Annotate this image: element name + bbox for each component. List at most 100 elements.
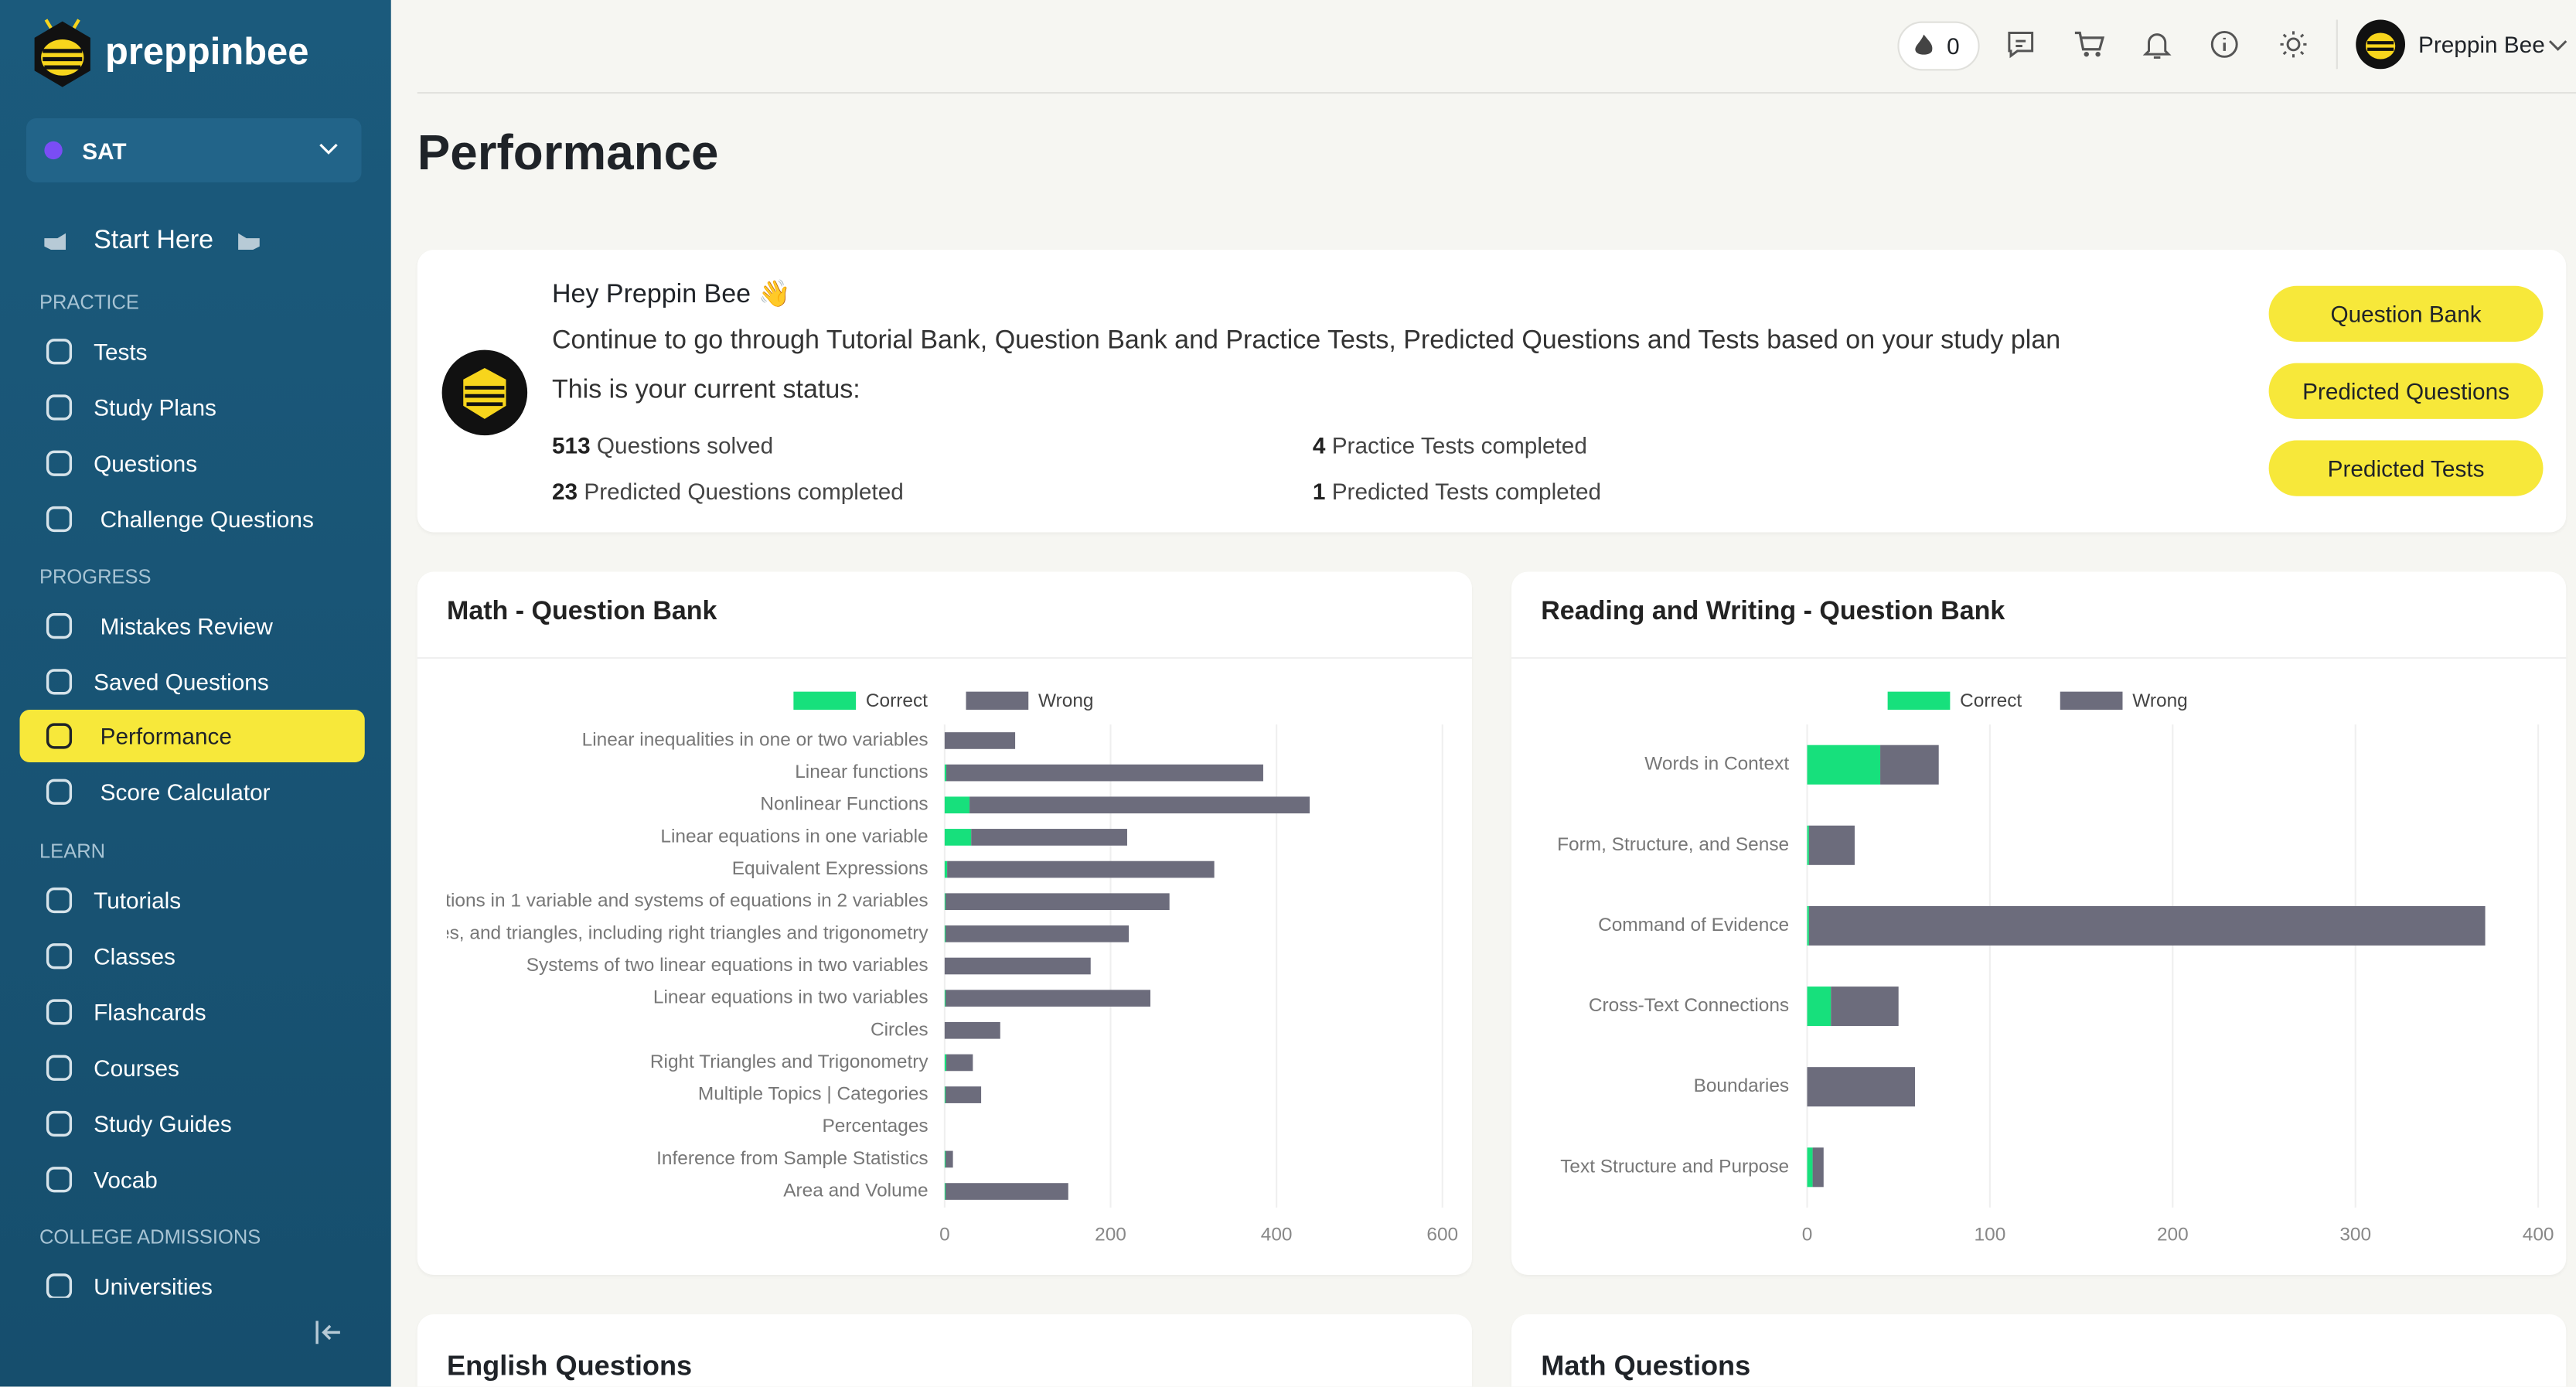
status-label: This is your current status: (552, 376, 860, 404)
bar (944, 893, 946, 911)
bar (946, 1054, 973, 1072)
nav-item[interactable]: Flashcards (20, 986, 365, 1038)
chart-title: Reading and Writing - Question Bank (1541, 598, 2005, 626)
nav-icon (46, 506, 73, 533)
bar (1812, 1147, 1824, 1188)
bar (946, 764, 1263, 782)
legend-swatch (2060, 691, 2123, 710)
icon-shape (46, 1167, 73, 1193)
legend-swatch (793, 691, 857, 710)
bar (971, 829, 1127, 846)
nav-item[interactable]: Universities (20, 1260, 365, 1298)
bar (1831, 987, 1899, 1027)
message: Continue to go through Tutorial Bank, Qu… (552, 326, 2061, 355)
nav-item[interactable]: Courses (20, 1041, 365, 1094)
bar (1807, 1147, 1813, 1188)
header-separator (2336, 19, 2338, 70)
nav: preppinbee SAT Start Here PRACTICE Tests S… (0, 0, 391, 1298)
nav-icon (46, 669, 73, 695)
chat-icon[interactable] (2005, 28, 2038, 61)
y-tick-label: Circles (871, 1019, 929, 1040)
brand: preppinbee (105, 29, 309, 73)
nav-label: Universities (94, 1273, 213, 1298)
theme-icon[interactable] (2277, 28, 2310, 61)
bar (945, 1150, 953, 1168)
bar (944, 925, 946, 942)
stat-value: 513 (552, 431, 591, 458)
nav-label: Tutorials (94, 887, 182, 914)
logo-icon (34, 19, 90, 87)
action-button[interactable]: Question Bank (2268, 285, 2544, 342)
nav-label: Saved Questions (94, 668, 269, 695)
bar (969, 796, 1310, 814)
bar (944, 764, 947, 782)
bar (945, 1086, 982, 1103)
y-tick-label: Command of Evidence (1598, 915, 1789, 935)
nav-icon (46, 887, 73, 914)
nav-icon (46, 613, 73, 639)
collapse-button[interactable] (314, 1319, 343, 1345)
nav-label: Challenge Questions (100, 506, 314, 533)
divider (417, 657, 1472, 659)
bar (1807, 905, 1809, 946)
stat-label: Predicted Tests completed (1331, 478, 1602, 505)
nav-item[interactable]: Score Calculator (20, 765, 365, 818)
exam-select[interactable]: SAT (26, 118, 362, 182)
nav-item[interactable]: Classes (20, 930, 365, 983)
exam-dot (44, 141, 63, 160)
legend-label: Wrong (2132, 690, 2188, 711)
nav-icon (46, 943, 73, 970)
nav-label: Mistakes Review (100, 612, 273, 639)
stat-value: 4 (1312, 431, 1326, 458)
exam-name: SAT (82, 138, 127, 165)
nav-item[interactable]: Study Guides (20, 1098, 365, 1150)
user-name[interactable]: Preppin Bee (2418, 31, 2545, 58)
bar (1807, 1067, 1915, 1107)
action-button[interactable]: Predicted Questions (2268, 363, 2544, 419)
nav-item[interactable]: Tests (20, 325, 365, 378)
start-here[interactable]: Start Here (94, 227, 214, 255)
action-button[interactable]: Predicted Tests (2268, 440, 2544, 496)
bar (945, 990, 1151, 1007)
math-card: Math Questions (1511, 1314, 2567, 1387)
stat: 23 Predicted Questions completed (552, 478, 904, 504)
chart: 0 100 200 300 400 Correct Wrong Words in Contex… (1557, 690, 2554, 1246)
nav-icon (46, 1273, 73, 1298)
card-title: English Questions (447, 1350, 693, 1382)
streak-count: 0 (1947, 32, 1960, 60)
nav-item[interactable]: Questions (20, 437, 365, 489)
nav-icon (46, 394, 73, 421)
nav-item[interactable]: Study Plans (20, 381, 365, 434)
y-tick-label: Linear functions (795, 762, 928, 782)
icon-shape (46, 779, 73, 805)
nav-item[interactable]: Vocab (20, 1154, 365, 1206)
bar (1807, 825, 1809, 865)
chevron (2548, 40, 2567, 51)
info-icon[interactable] (2208, 28, 2241, 61)
x-tick-label: 300 (2339, 1224, 2371, 1245)
header-divider (417, 92, 2576, 94)
nav-icon (46, 1167, 73, 1193)
chart: 0 200 400 600 Correct Wrong Linear inequalitie… (417, 690, 1458, 1246)
nav-item[interactable]: Performance (19, 710, 365, 762)
card-title: Math Questions (1541, 1350, 1751, 1382)
nav-item[interactable]: Mistakes Review (20, 600, 365, 653)
nav-item[interactable]: Tutorials (20, 874, 365, 927)
bar (947, 860, 1215, 878)
cart-icon[interactable] (2073, 28, 2107, 61)
bar (944, 796, 970, 814)
y-tick-label: Equivalent Expressions (732, 858, 929, 879)
nav-label: Study Guides (94, 1110, 232, 1137)
x-tick-label: 0 (939, 1224, 950, 1245)
icon-shape (46, 723, 73, 749)
nav-item[interactable]: Saved Questions (20, 656, 365, 708)
bell-icon[interactable] (2141, 28, 2174, 61)
streak[interactable]: 0 (1897, 21, 1980, 71)
icon-shape (46, 613, 73, 639)
nav-item[interactable]: Challenge Questions (20, 493, 365, 546)
y-tick-label: Lines, angles, and triangles, including … (417, 922, 929, 943)
user-avatar[interactable] (2354, 18, 2407, 70)
y-tick-label: Area and Volume (783, 1181, 928, 1201)
icon-shape (46, 1273, 73, 1298)
section-label: PRACTICE (39, 291, 139, 314)
